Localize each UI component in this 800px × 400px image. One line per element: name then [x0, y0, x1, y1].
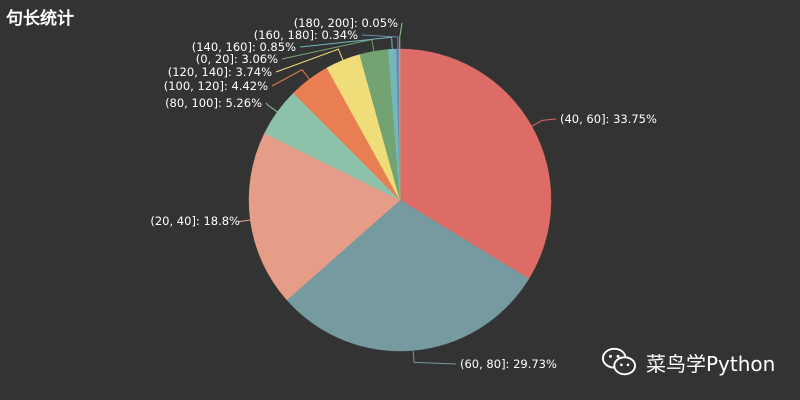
- slice-label: (140, 160]: 0.85%: [192, 40, 296, 54]
- slice-label: (80, 100]: 5.26%: [165, 96, 262, 110]
- slice-label: (160, 180]: 0.34%: [254, 28, 358, 42]
- label-leader-line: [412, 350, 457, 365]
- slice-label: (180, 200]: 0.05%: [294, 16, 398, 30]
- watermark: 菜鸟学Python: [600, 345, 775, 379]
- label-leader-line: [271, 69, 310, 87]
- label-leader-line: [265, 102, 278, 113]
- label-leader-line: [299, 36, 393, 50]
- label-leader-line: [361, 34, 399, 50]
- watermark-text: 菜鸟学Python: [646, 351, 776, 376]
- slice-label: (0, 20]: 3.06%: [196, 52, 278, 66]
- pie-slice[interactable]: [248, 132, 401, 301]
- chart-title: 句长统计: [6, 9, 74, 29]
- slice-label: (120, 140]: 3.74%: [168, 65, 272, 79]
- label-leader-line: [275, 48, 344, 73]
- slice-label: (100, 120]: 4.42%: [164, 79, 268, 93]
- label-leader-line: [399, 22, 403, 50]
- label-leader-line: [238, 219, 251, 223]
- slice-label: (40, 60]: 33.75%: [560, 112, 657, 126]
- label-leader-line: [531, 118, 557, 127]
- pie-slice[interactable]: [286, 199, 530, 352]
- slice-label: (20, 40]: 18.8%: [150, 214, 240, 228]
- wechat-icon: [601, 347, 636, 376]
- slice-label: (60, 80]: 29.73%: [460, 357, 557, 371]
